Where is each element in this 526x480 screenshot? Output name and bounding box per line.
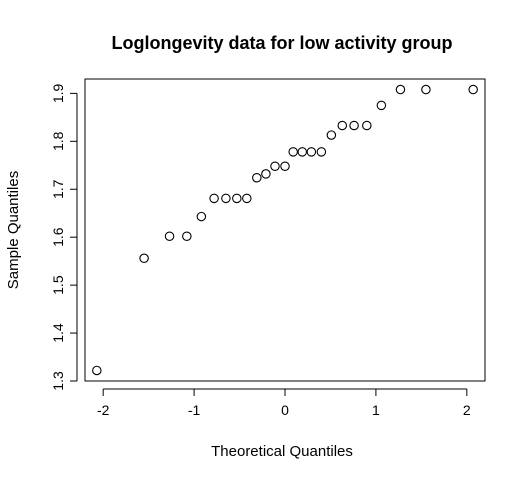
data-point <box>261 169 271 179</box>
y-tick-label: 1.3 <box>50 371 66 391</box>
x-tick-label: -1 <box>188 402 201 418</box>
x-tick-label: 0 <box>281 402 289 418</box>
data-point <box>252 172 262 183</box>
data-point <box>232 193 242 204</box>
data-points <box>92 84 478 376</box>
y-tick-label: 1.7 <box>50 179 66 199</box>
plot-area <box>84 78 486 382</box>
data-point <box>376 100 387 111</box>
data-point <box>270 161 280 171</box>
data-point <box>92 365 102 376</box>
chart-title: Loglongevity data for low activity group <box>111 33 452 53</box>
data-point <box>316 147 327 157</box>
y-tick-label: 1.5 <box>50 275 66 295</box>
x-axis-label: Theoretical Quantiles <box>211 443 353 460</box>
data-point <box>221 193 231 204</box>
y-axis: 1.3 1.4 1.5 1.6 1.7 1.8 1.9 <box>50 83 78 391</box>
x-tick-label: 2 <box>463 402 471 418</box>
data-point <box>280 161 290 171</box>
data-point <box>242 193 252 204</box>
data-point <box>349 120 359 131</box>
data-point <box>182 231 192 241</box>
y-tick-label: 1.4 <box>50 323 66 343</box>
data-point <box>337 120 348 131</box>
data-point <box>164 231 175 241</box>
y-tick-label: 1.9 <box>50 83 66 103</box>
data-point <box>209 193 219 204</box>
data-point <box>297 147 308 157</box>
data-point <box>139 253 149 264</box>
data-point <box>306 147 317 157</box>
y-tick-label: 1.6 <box>50 227 66 247</box>
data-point <box>395 84 406 95</box>
y-tick-label: 1.8 <box>50 131 66 151</box>
data-point <box>196 211 207 222</box>
x-tick-label: 1 <box>372 402 380 418</box>
data-point <box>326 130 337 140</box>
data-point <box>421 84 431 95</box>
y-axis-label: Sample Quantiles <box>5 171 22 289</box>
data-point <box>468 84 478 95</box>
data-point <box>362 120 372 131</box>
x-axis: -2 -1 0 1 2 <box>97 388 471 418</box>
x-tick-label: -2 <box>97 402 110 418</box>
data-point <box>288 147 298 157</box>
